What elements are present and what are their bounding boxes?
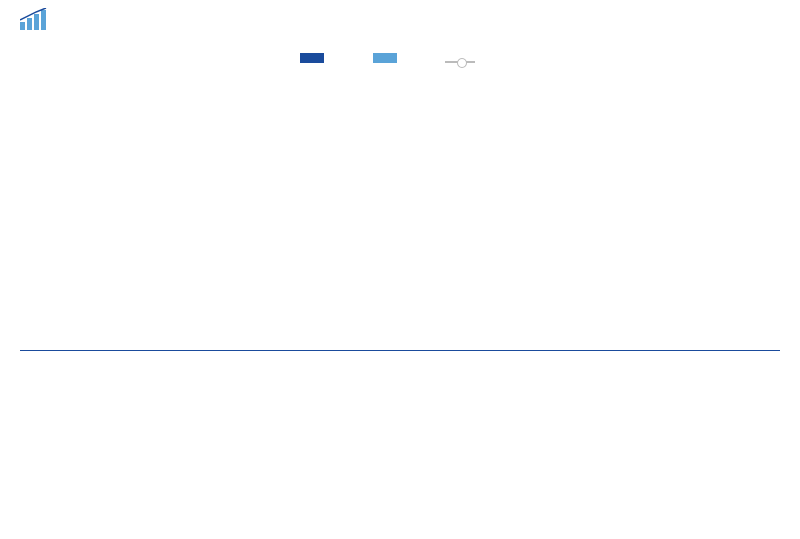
x-axis	[20, 350, 780, 440]
chart-icon	[20, 8, 52, 35]
legend-swatch-profit	[373, 53, 397, 63]
legend-swatch-sales	[300, 53, 324, 63]
plot-area	[20, 70, 780, 350]
legend-swatch-margin	[445, 61, 475, 63]
subtitle	[0, 39, 800, 51]
legend	[0, 51, 800, 70]
chart-area	[20, 70, 780, 395]
axis-top	[20, 350, 780, 351]
